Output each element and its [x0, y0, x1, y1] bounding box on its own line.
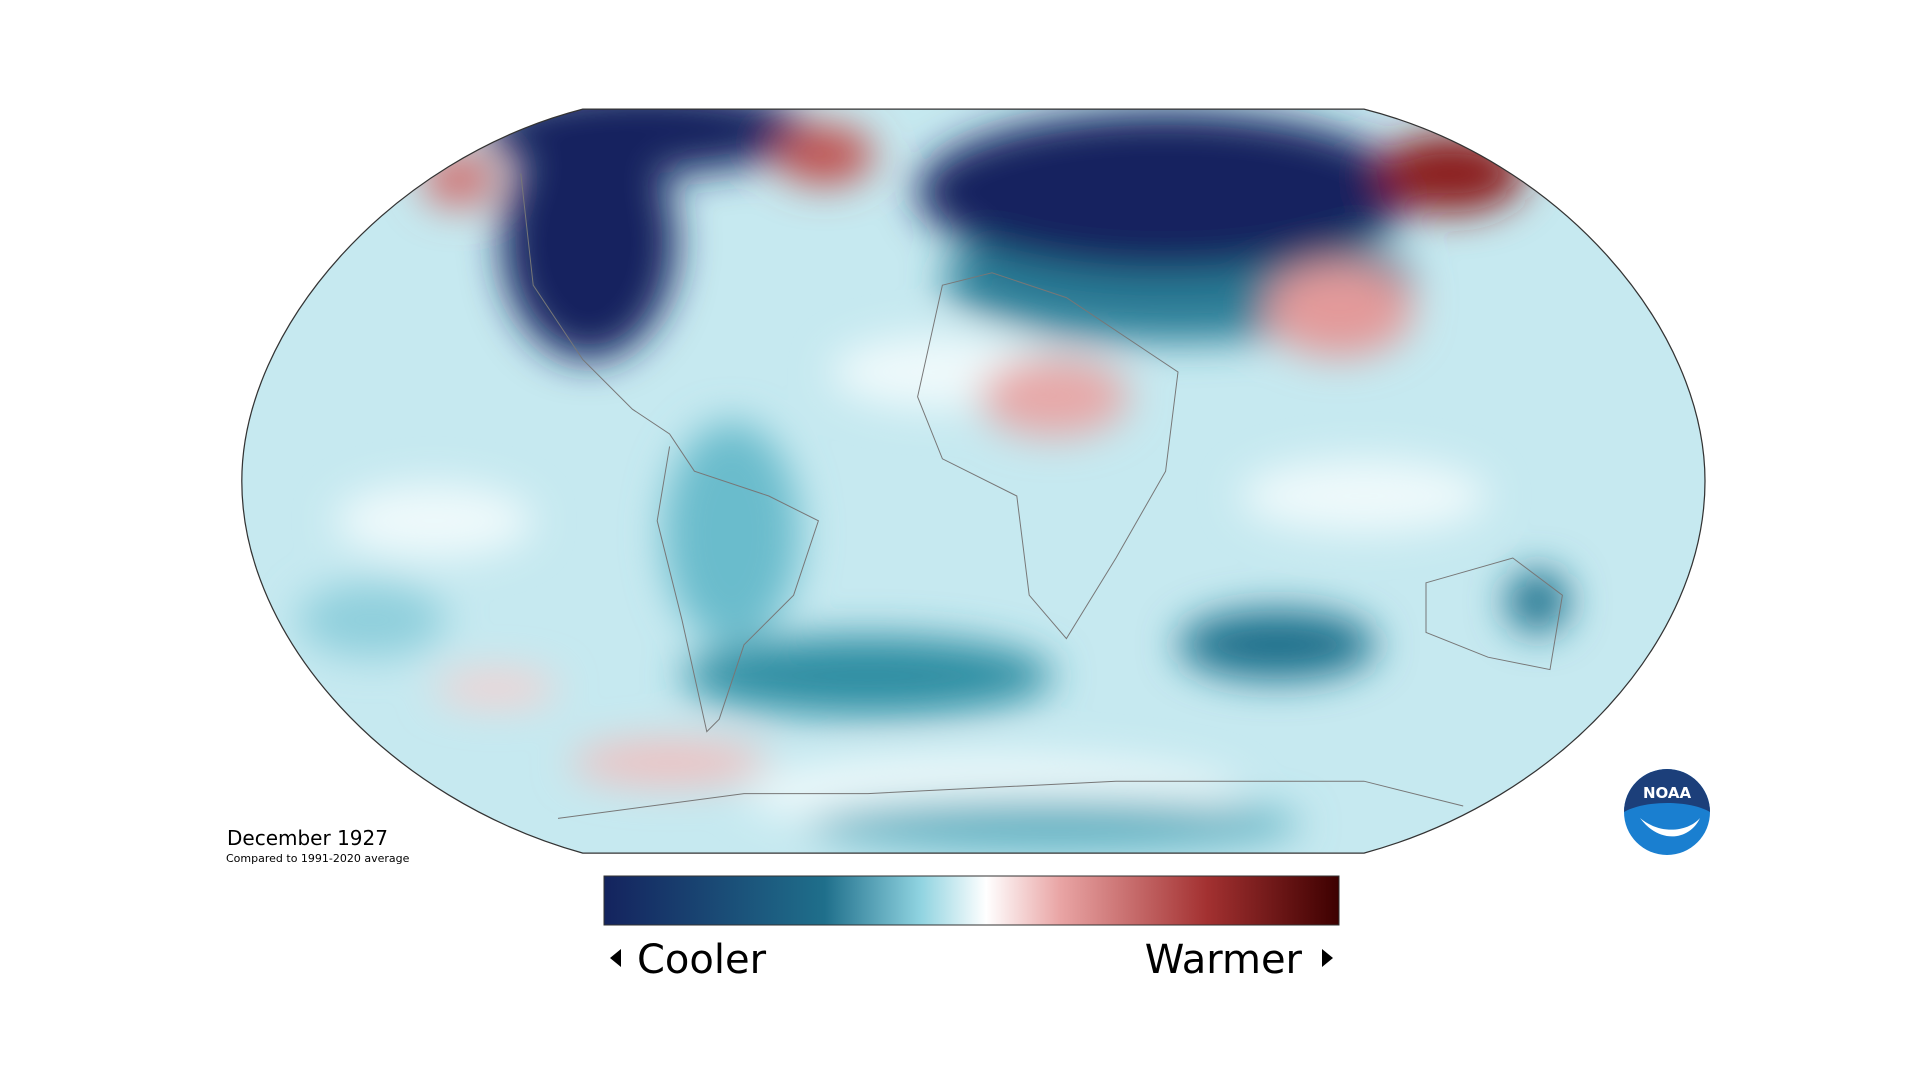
legend-low-label: Cooler [637, 937, 767, 983]
coastlines [520, 173, 1563, 819]
color-scale [603, 875, 1340, 926]
map-subtitle: Compared to 1991-2020 average [226, 852, 410, 865]
logo-text: NOAA [1643, 784, 1692, 802]
anomaly-field [241, 109, 1706, 854]
legend-high-label: Warmer [1145, 937, 1303, 983]
warmer-arrow [1322, 949, 1333, 967]
cooler-arrow [610, 949, 621, 967]
map-title: December 1927 [227, 826, 388, 850]
map-group [241, 108, 1706, 854]
map-outline [241, 108, 1706, 854]
noaa-logo: NOAA [1624, 769, 1710, 855]
